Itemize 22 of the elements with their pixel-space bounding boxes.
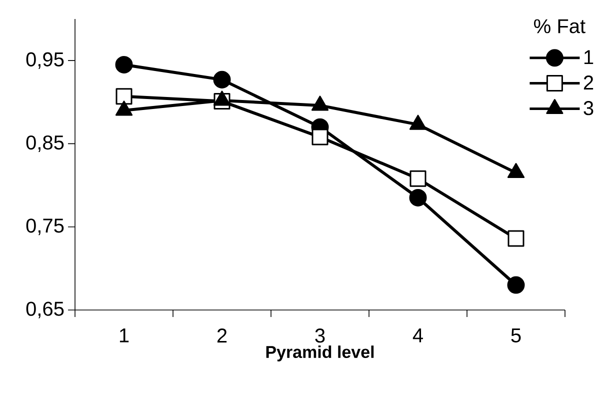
point [116,88,132,105]
x-tick-label: 2 [217,328,227,342]
point [410,170,426,187]
x-tick-label: 5 [511,328,521,342]
y-tick-label: 0,75 [26,218,64,236]
legend-label: 3 [584,101,594,116]
y-tick-label: 0,65 [26,302,64,318]
point [115,56,133,74]
x-axis-title: Pyramid level [266,346,374,362]
legend-title: % Fat [534,19,586,34]
x-tick-label: 3 [315,328,325,343]
point [409,188,427,206]
y-tick-label: 0,95 [26,52,64,69]
y-tick-label: 0,85 [26,135,64,152]
point [507,276,525,294]
point [508,230,524,247]
point [312,128,328,146]
point [213,70,231,88]
x-tick-label: 4 [412,328,423,342]
legend-label: 2 [584,76,594,90]
legend-label: 1 [584,50,594,64]
x-tick-label: 1 [120,328,129,342]
